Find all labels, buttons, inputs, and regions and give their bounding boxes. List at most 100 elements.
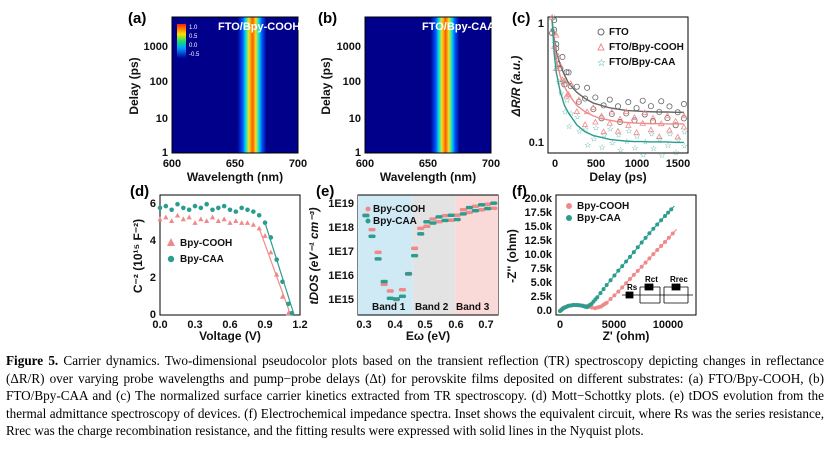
y-tick: 15.0k — [524, 221, 552, 233]
data-point: ☆ — [551, 39, 558, 48]
data-point — [563, 69, 570, 76]
data-point — [552, 31, 560, 38]
data-point — [620, 264, 625, 269]
data-point — [221, 216, 227, 222]
heatmap-title-a: FTO/Bpy-COOH — [218, 21, 300, 33]
panel-b-label: (b) — [318, 10, 337, 27]
data-point — [390, 289, 394, 293]
panel-e: (e) 1E19 1E18 1E17 1E16 1E15 0.3 0.4 0.5… — [307, 183, 499, 343]
panel-b: (b) FTO/Bpy-CAA 1000 100 10 1 600 650 70… — [318, 10, 500, 184]
heatmap-b — [364, 16, 492, 154]
data-point — [664, 115, 671, 122]
data-point — [372, 227, 376, 232]
legend-label: FTO — [609, 27, 629, 38]
figure-caption: Figure 5. Carrier dynamics. Two-dimensio… — [6, 352, 824, 440]
data-point — [169, 207, 174, 213]
data-point: ☆ — [549, 26, 556, 35]
data-point — [672, 117, 679, 124]
data-point — [584, 84, 591, 91]
data-point — [622, 108, 630, 115]
colorbar-a — [177, 24, 186, 58]
data-point — [561, 77, 568, 84]
data-point — [664, 112, 671, 119]
x-tick: 600 — [163, 158, 181, 170]
fit-line — [551, 20, 684, 125]
data-point — [639, 240, 644, 245]
data-point — [256, 225, 262, 231]
y-tick: 1E17 — [328, 246, 354, 258]
data-point — [245, 207, 250, 213]
data-point — [289, 310, 295, 316]
data-point — [655, 222, 660, 227]
data-point: ☆ — [582, 125, 589, 134]
y-tick: 10 — [156, 113, 168, 125]
panel-a-label: (a) — [128, 10, 146, 27]
data-point: ☆ — [617, 146, 624, 155]
y-axis-label: ΔR/R (a.u.) — [509, 56, 523, 118]
data-point: ☆ — [634, 132, 641, 141]
data-point: ☆ — [615, 131, 622, 140]
x-tick: 1000 — [625, 158, 649, 170]
data-point — [432, 217, 437, 221]
fit-line — [551, 20, 684, 144]
x-tick: 0.7 — [478, 319, 493, 331]
data-point — [426, 224, 431, 229]
data-point — [606, 119, 614, 126]
data-point — [279, 293, 286, 299]
x-tick: 0.6 — [222, 319, 237, 331]
data-point: ☆ — [576, 127, 583, 136]
x-tick: 650 — [226, 158, 244, 170]
data-point — [378, 250, 382, 255]
legend-label: Bpy-COOH — [180, 238, 232, 249]
y-tick: 10.0k — [524, 249, 552, 261]
data-point — [233, 218, 239, 224]
band-label: Band 1 — [372, 302, 406, 313]
data-point — [445, 218, 449, 223]
data-point: ☆ — [566, 122, 573, 131]
x-tick: 700 — [482, 158, 500, 170]
panel-e-label: (e) — [316, 183, 334, 200]
data-point — [475, 208, 480, 213]
legend-label: Bpy-COOH — [373, 204, 425, 215]
data-point — [655, 248, 660, 253]
data-point: ☆ — [658, 151, 665, 160]
data-point: ☆ — [551, 13, 558, 22]
data-point: ☆ — [590, 135, 597, 144]
x-axis-label: Wavelength (nm) — [187, 170, 283, 184]
y-axis-label: C⁻² (10¹⁵ F⁻²) — [131, 219, 145, 293]
data-point — [555, 52, 562, 59]
data-point — [601, 287, 606, 292]
data-point — [674, 133, 681, 140]
data-point — [227, 207, 233, 213]
data-point — [663, 213, 667, 218]
data-point — [628, 254, 632, 259]
data-point — [285, 310, 291, 316]
y-tick: 1E19 — [328, 198, 354, 210]
data-point — [209, 214, 216, 220]
x-tick: 0.3 — [187, 319, 202, 331]
data-point: ☆ — [607, 125, 614, 134]
data-point: ☆ — [592, 123, 599, 132]
data-point: ☆ — [555, 78, 562, 87]
data-point — [608, 297, 613, 302]
data-point: ☆ — [574, 113, 581, 122]
plot-area-c: ☆☆☆☆☆☆☆☆☆☆☆☆ ☆☆ ☆☆☆☆☆☆☆☆☆☆☆☆☆☆☆☆☆☆☆☆☆☆☆☆☆☆ — [548, 13, 688, 160]
data-point: ☆ — [553, 63, 560, 72]
data-point — [616, 115, 624, 122]
data-point — [635, 245, 640, 250]
data-point — [420, 232, 425, 236]
data-point — [438, 215, 443, 219]
data-point — [548, 13, 556, 20]
legend-marker-cooh — [566, 203, 572, 209]
data-point — [233, 209, 239, 214]
data-point — [669, 207, 674, 212]
data-point — [658, 98, 665, 105]
data-point — [251, 209, 256, 214]
data-point — [563, 92, 570, 99]
x-tick: 0.5 — [417, 319, 432, 331]
data-point — [641, 109, 649, 115]
data-point — [414, 253, 419, 258]
x-axis-label: Wavelength (nm) — [380, 170, 476, 184]
data-point: ☆ — [666, 130, 673, 139]
y-tick: 1000 — [144, 41, 168, 53]
